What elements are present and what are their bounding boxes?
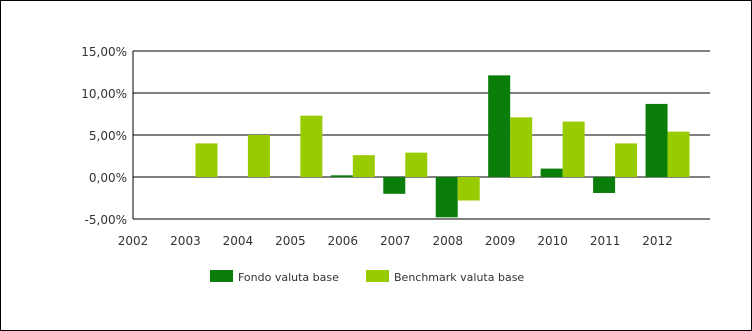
- bar-benchmark-2012: [667, 131, 690, 177]
- gridlines: [133, 50, 710, 220]
- y-tick-label: 10,00%: [81, 87, 127, 101]
- x-tick-label: 2007: [380, 234, 411, 248]
- x-tick-label: 2002: [118, 234, 149, 248]
- y-tick-label: 0,00%: [89, 171, 127, 185]
- bar-fondo-2007: [383, 177, 406, 194]
- x-tick-label: 2010: [537, 234, 568, 248]
- y-tick-label: 5,00%: [89, 129, 127, 143]
- bar-fondo-2006: [330, 175, 353, 177]
- bar-benchmark-2003: [195, 143, 218, 177]
- legend-swatch: [210, 270, 233, 282]
- x-tick-label: 2012: [642, 234, 673, 248]
- bar-benchmark-2004: [247, 135, 270, 177]
- bar-fondo-2009: [488, 75, 511, 177]
- x-tick-label: 2009: [485, 234, 516, 248]
- bar-fondo-2011: [593, 177, 616, 193]
- bar-benchmark-2011: [615, 143, 638, 177]
- x-tick-label: 2011: [590, 234, 621, 248]
- bar-fondo-2012: [645, 103, 668, 177]
- x-tick-label: 2003: [170, 234, 201, 248]
- y-tick-label: 15,00%: [81, 45, 127, 59]
- bars: [195, 75, 690, 218]
- legend-label: Fondo valuta base: [238, 271, 339, 284]
- x-axis: 2002 2003 2004 2005 2006 2007 2008 2009 2010 2011…: [118, 234, 673, 248]
- legend-label: Benchmark valuta base: [394, 271, 524, 284]
- legend-swatch: [366, 270, 389, 282]
- y-tick-label: -5,00%: [85, 213, 127, 227]
- legend: Fondo valuta base Benchmark valuta base: [210, 270, 524, 284]
- bar-fondo-2010: [540, 168, 563, 177]
- y-axis: 15,00% 10,00% 5,00% 0,00% -5,00%: [81, 45, 134, 227]
- x-tick-label: 2005: [275, 234, 306, 248]
- x-tick-label: 2008: [432, 234, 463, 248]
- bar-benchmark-2010: [562, 121, 585, 177]
- bar-benchmark-2006: [352, 155, 375, 177]
- x-tick-label: 2004: [223, 234, 254, 248]
- bar-benchmark-2007: [405, 152, 428, 177]
- bar-fondo-2008: [435, 177, 458, 218]
- bar-benchmark-2009: [510, 117, 533, 177]
- x-tick-label: 2006: [328, 234, 359, 248]
- bar-benchmark-2008: [457, 177, 480, 201]
- bar-benchmark-2005: [300, 115, 323, 177]
